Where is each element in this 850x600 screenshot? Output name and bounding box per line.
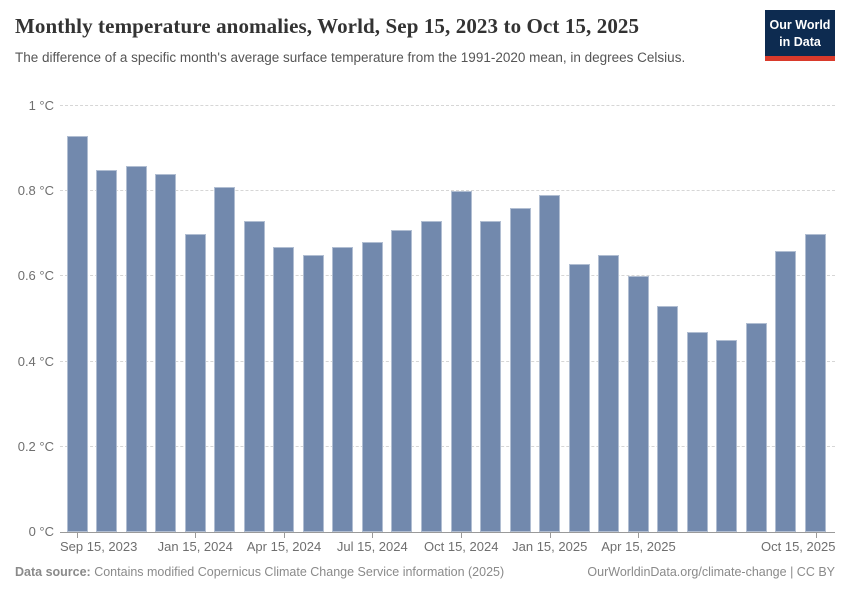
bar[interactable] <box>184 234 206 532</box>
y-axis-label: 0.4 °C <box>17 353 54 369</box>
page-subtitle: The difference of a specific month's ave… <box>15 50 686 65</box>
x-axis-label: Jan 15, 2024 <box>157 539 233 554</box>
owid-logo-line2: in Data <box>779 34 821 49</box>
bar[interactable] <box>361 242 383 532</box>
x-axis-tick <box>638 533 640 538</box>
bar[interactable] <box>214 187 236 532</box>
bar[interactable] <box>66 136 88 532</box>
x-axis-label: Jul 15, 2024 <box>336 539 408 554</box>
gridline <box>60 105 835 106</box>
bar[interactable] <box>420 221 442 532</box>
bar[interactable] <box>539 195 561 532</box>
owid-logo[interactable]: Our World in Data <box>765 10 835 61</box>
bar[interactable] <box>450 191 472 532</box>
bar[interactable] <box>805 234 826 532</box>
bar[interactable] <box>273 247 295 532</box>
y-axis-label: 0.8 °C <box>17 183 54 199</box>
bar[interactable] <box>686 332 708 532</box>
x-axis-label: Oct 15, 2024 <box>424 539 499 554</box>
header: Monthly temperature anomalies, World, Se… <box>15 10 835 68</box>
owid-logo-line1: Our World <box>769 18 831 32</box>
x-axis-tick <box>815 533 817 538</box>
bar[interactable] <box>716 340 738 532</box>
owid-logo-underline <box>765 56 835 61</box>
x-axis-label: Jan 15, 2025 <box>512 539 588 554</box>
y-axis-label: 0.6 °C <box>17 268 54 284</box>
x-axis-tick <box>372 533 374 538</box>
bar[interactable] <box>598 255 620 532</box>
gridline <box>60 445 835 447</box>
y-axis-label: 0 °C <box>28 524 54 539</box>
bar[interactable] <box>568 264 590 532</box>
x-axis-tick <box>283 533 285 538</box>
bar[interactable] <box>302 255 324 532</box>
bar[interactable] <box>391 230 413 532</box>
bar[interactable] <box>657 306 679 532</box>
y-axis-label: 0.2 °C <box>17 438 54 454</box>
x-axis-tick <box>461 533 463 538</box>
plot-area <box>60 106 835 533</box>
x-axis-tick <box>195 533 197 538</box>
x-axis-label: Apr 15, 2024 <box>246 539 322 554</box>
x-axis-tick <box>77 533 78 538</box>
gridline <box>60 360 835 362</box>
data-source-label: Data source: <box>15 565 91 579</box>
footer: Data source: Contains modified Copernicu… <box>15 565 835 579</box>
x-axis-label: Sep 15, 2023 <box>60 539 138 554</box>
bar[interactable] <box>96 170 118 532</box>
bar[interactable] <box>480 221 502 532</box>
y-axis-label: 1 °C <box>28 98 54 113</box>
owid-logo-text: Our World in Data <box>765 10 835 56</box>
footer-link[interactable]: OurWorldinData.org/climate-change <box>587 565 787 579</box>
bar[interactable] <box>243 221 265 532</box>
gridline <box>60 275 835 277</box>
bar[interactable] <box>627 276 649 532</box>
bar[interactable] <box>155 174 177 532</box>
x-axis-tick <box>549 533 551 538</box>
x-axis-label: Apr 15, 2025 <box>601 539 676 554</box>
bar[interactable] <box>745 323 767 532</box>
x-axis-label: Oct 15, 2025 <box>761 539 836 554</box>
data-source: Data source: Contains modified Copernicu… <box>15 565 504 579</box>
footer-right: OurWorldinData.org/climate-change | CC B… <box>587 565 835 579</box>
bar[interactable] <box>775 251 797 532</box>
page-title: Monthly temperature anomalies, World, Se… <box>15 14 640 38</box>
bar[interactable] <box>332 247 354 532</box>
gridline <box>60 190 835 192</box>
license-text: | CC BY <box>786 565 835 579</box>
data-source-text: Contains modified Copernicus Climate Cha… <box>90 565 505 579</box>
bar[interactable] <box>125 166 147 532</box>
bar[interactable] <box>509 208 531 532</box>
